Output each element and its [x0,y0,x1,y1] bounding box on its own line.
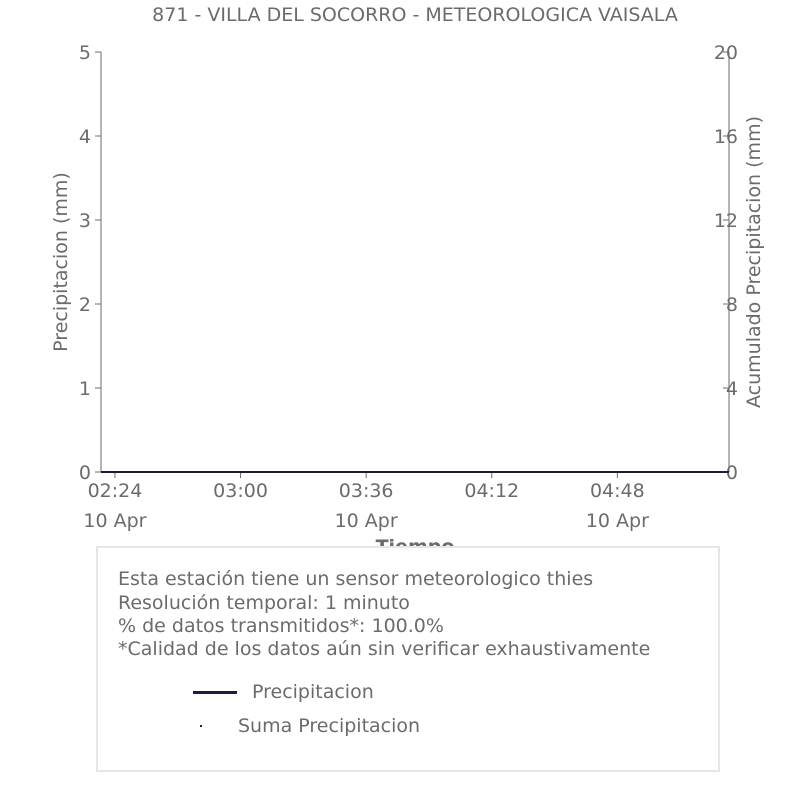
left-y-tick-label: 5 [79,42,91,64]
x-tick-label: 04:12 [464,480,519,502]
y-axis-left-label: Precipitacion (mm) [50,172,72,352]
right-y-tick-label: 0 [726,462,738,484]
x-tick-date-label: 10 Apr [586,510,649,532]
x-tick-label: 03:00 [213,480,268,502]
info-line-sensor: Esta estación tiene un sensor meteorolog… [118,568,594,590]
chart-title: 871 - VILLA DEL SOCORRO - METEOROLOGICA … [152,4,678,26]
left-y-ticks: 0 1 2 3 4 5 [79,42,101,484]
legend-label-suma: Suma Precipitacion [238,715,421,737]
info-line-transmitted: % de datos transmitidos*: 100.0% [118,615,444,637]
right-y-tick-label: 12 [714,210,738,232]
left-y-tick-label: 4 [79,126,91,148]
right-y-tick-label: 4 [726,378,738,400]
info-box: Esta estación tiene un sensor meteorolog… [96,546,720,772]
legend-dot-marker [200,725,202,727]
precipitation-chart: 871 - VILLA DEL SOCORRO - METEOROLOGICA … [50,4,765,546]
x-tick-date-label: 10 Apr [83,510,146,532]
info-line-quality: *Calidad de los datos aún sin verificar … [118,638,651,660]
right-y-ticks: 0 4 8 12 16 20 [714,42,738,484]
x-tick-label: 04:48 [590,480,645,502]
y-axis-right-label: Acumulado Precipitacion (mm) [743,116,765,408]
right-y-tick-label: 16 [714,126,738,148]
info-line-resolution: Resolución temporal: 1 minuto [118,592,410,614]
right-y-tick-label: 8 [726,294,738,316]
left-y-tick-label: 0 [79,462,91,484]
x-tick-date-label: 10 Apr [335,510,398,532]
x-tick-label: 02:24 [88,480,143,502]
left-y-tick-label: 2 [79,294,91,316]
legend-line-marker [193,691,237,694]
right-y-tick-label: 20 [714,42,738,64]
left-y-tick-label: 3 [79,210,91,232]
left-y-tick-label: 1 [79,378,91,400]
x-tick-label: 03:36 [339,480,394,502]
x-axis-label: Tiempo [376,536,455,546]
legend-label-precipitacion: Precipitacion [252,681,374,703]
x-ticks: 02:24 10 Apr 03:00 03:36 10 Apr 04:12 04:48 10 … [83,472,649,532]
